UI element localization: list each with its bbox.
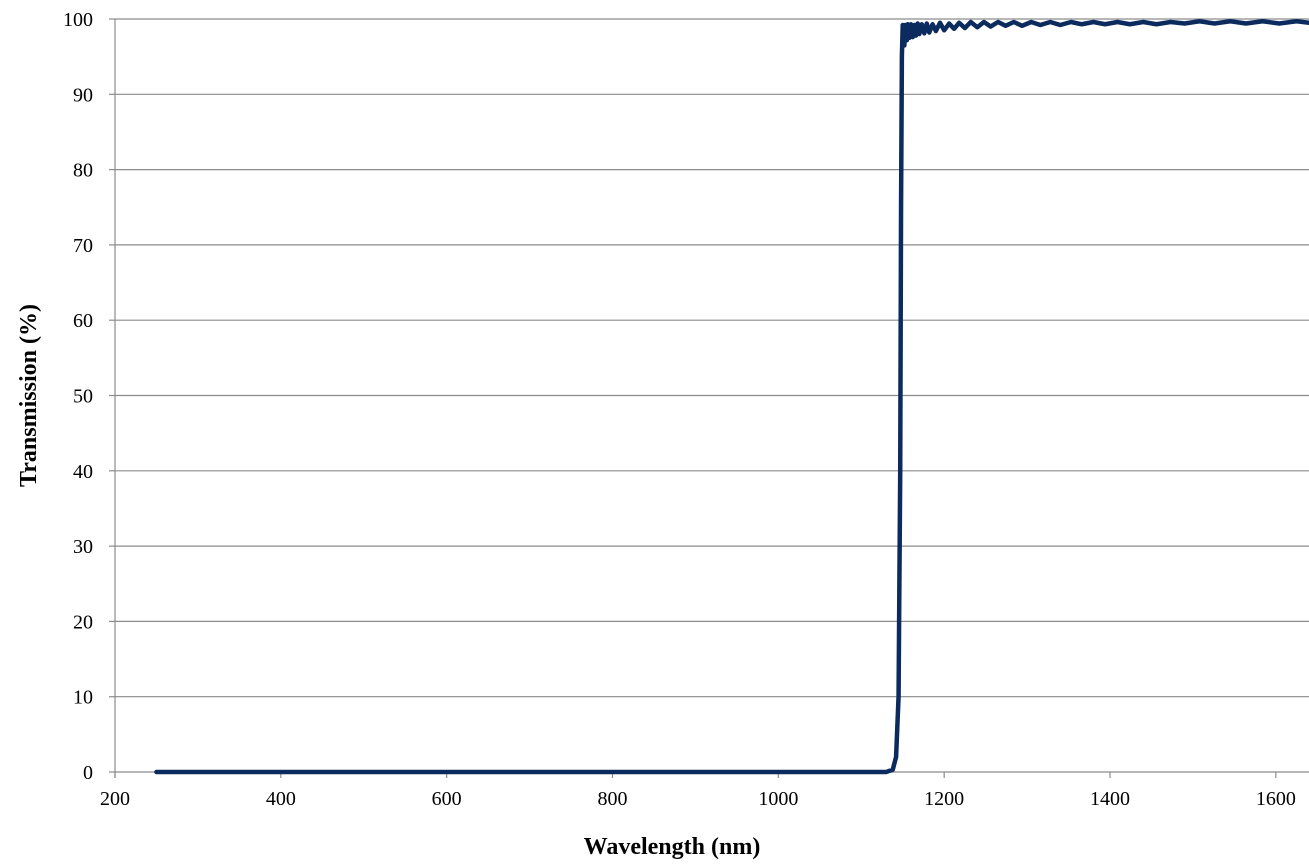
x-tick-label: 200 [100, 788, 130, 810]
y-tick-label: 50 [73, 386, 93, 408]
x-tick-label: 400 [266, 788, 296, 810]
series-layer [154, 19, 1309, 775]
y-tick-label: 60 [73, 310, 93, 332]
x-tick-label: 600 [432, 788, 462, 810]
series-line [154, 19, 1309, 775]
x-tick-label: 1400 [1090, 788, 1130, 810]
y-tick-label: 80 [73, 160, 93, 182]
y-tick-label: 70 [73, 235, 93, 257]
y-tick-label: 0 [83, 762, 93, 784]
y-tick-label: 30 [73, 536, 93, 558]
x-tick-label: 1600 [1256, 788, 1296, 810]
x-tick-label: 1000 [758, 788, 798, 810]
axes [109, 18, 1309, 778]
y-axis-title: Transmission (%) [16, 304, 42, 487]
x-tick-label: 800 [598, 788, 628, 810]
x-axis-title: Wavelength (nm) [584, 834, 761, 860]
y-tick-label: 90 [73, 84, 93, 106]
y-tick-label: 20 [73, 611, 93, 633]
y-tick-label: 40 [73, 461, 93, 483]
gridlines [115, 18, 1309, 698]
y-tick-label: 10 [73, 687, 93, 709]
x-tick-label: 1200 [924, 788, 964, 810]
tick-labels: 0 10 20 30 40 50 60 70 80 90 100 200 400 600 800 1000 12… [63, 9, 1296, 810]
y-tick-label: 100 [63, 9, 93, 31]
